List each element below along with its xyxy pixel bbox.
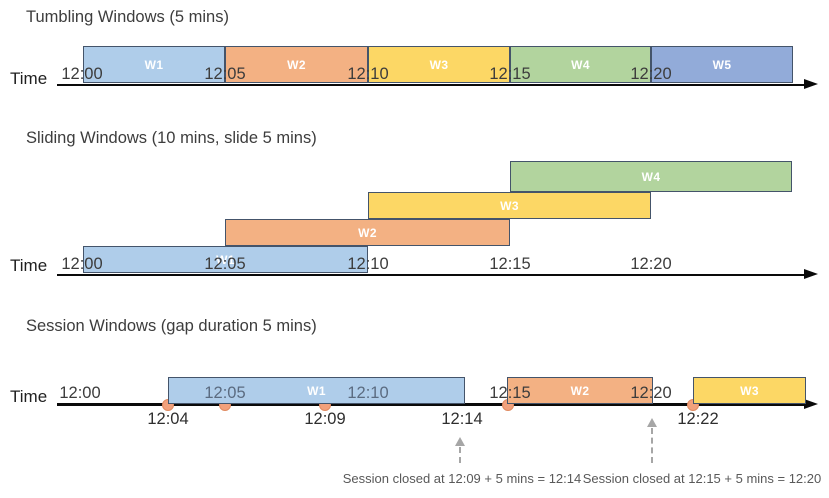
window-box-sliding-w2: W2: [225, 219, 510, 246]
tick-label: 12:20: [630, 64, 672, 83]
window-box-sliding-w1: W1: [83, 246, 368, 273]
tick-label: 12:00: [59, 384, 101, 402]
annotation-arrow-shaft: [459, 447, 461, 463]
annotation-text: Session closed at 12:15 + 5 mins = 12:20: [582, 471, 822, 486]
section-title-tumbling: Tumbling Windows (5 mins): [26, 8, 229, 26]
window-box-session-w1: W1: [168, 377, 465, 404]
timeline-axis-sliding: [57, 273, 804, 277]
tick-label: 12:00: [61, 254, 103, 273]
timeline-arrowhead-icon: [804, 269, 818, 280]
tick-label: 12:10: [347, 384, 389, 402]
window-box-tumbling-w5: W5: [651, 46, 793, 83]
section-title-sliding: Sliding Windows (10 mins, slide 5 mins): [26, 129, 317, 147]
event-time-label: 12:22: [677, 410, 719, 428]
window-label: W1: [216, 252, 235, 267]
tick-label: 12:20: [630, 384, 672, 402]
event-time-label: 12:14: [441, 410, 483, 428]
window-label: W3: [740, 383, 759, 398]
timeline-axis-session: [57, 403, 804, 406]
event-time-label: 12:09: [304, 410, 346, 428]
tick-label: 12:20: [630, 254, 672, 273]
timeline-arrowhead-icon: [804, 398, 818, 409]
annotation-arrow-shaft: [651, 428, 653, 463]
time-axis-label-sliding: Time: [10, 256, 48, 275]
window-label: W4: [571, 57, 590, 72]
annotation-text: Session closed at 12:09 + 5 mins = 12:14: [342, 471, 582, 486]
section-title-session: Session Windows (gap duration 5 mins): [26, 317, 317, 335]
tick-label: 12:15: [489, 64, 531, 83]
time-axis-label-session: Time: [10, 387, 48, 406]
window-box-tumbling-w3: W3: [368, 46, 510, 83]
window-label: W2: [287, 57, 306, 72]
event-time-label: 12:04: [147, 410, 189, 428]
window-box-tumbling-w4: W4: [510, 46, 651, 83]
time-axis-label-tumbling: Time: [10, 69, 48, 88]
timeline-arrowhead-icon: [804, 79, 818, 90]
window-label: W1: [307, 383, 326, 398]
window-box-tumbling-w1: W1: [83, 46, 225, 83]
window-box-sliding-w3: W3: [368, 192, 651, 219]
window-box-session-w2: W2: [507, 377, 653, 404]
window-label: W4: [641, 169, 661, 184]
tick-label: 12:15: [489, 254, 531, 273]
tick-label: 12:10: [347, 254, 389, 273]
window-label: W2: [570, 383, 590, 398]
timeline-axis-tumbling: [57, 83, 804, 87]
window-box-sliding-w4: W4: [510, 161, 792, 192]
tick-label: 12:05: [204, 254, 246, 273]
window-label: W3: [500, 198, 519, 213]
window-label: W5: [712, 57, 732, 72]
annotation-arrow-icon: [647, 418, 657, 427]
window-label: W3: [429, 57, 449, 72]
window-label: W1: [144, 57, 164, 72]
tick-label: 12:05: [204, 64, 246, 83]
tick-label: 12:00: [61, 64, 103, 83]
annotation-arrow-icon: [455, 437, 465, 446]
window-box-session-w3: W3: [693, 377, 806, 404]
tick-label: 12:05: [204, 384, 246, 402]
tick-label: 12:15: [489, 384, 531, 402]
window-label: W2: [358, 225, 377, 240]
window-box-tumbling-w2: W2: [225, 46, 368, 83]
tick-label: 12:10: [347, 64, 389, 83]
